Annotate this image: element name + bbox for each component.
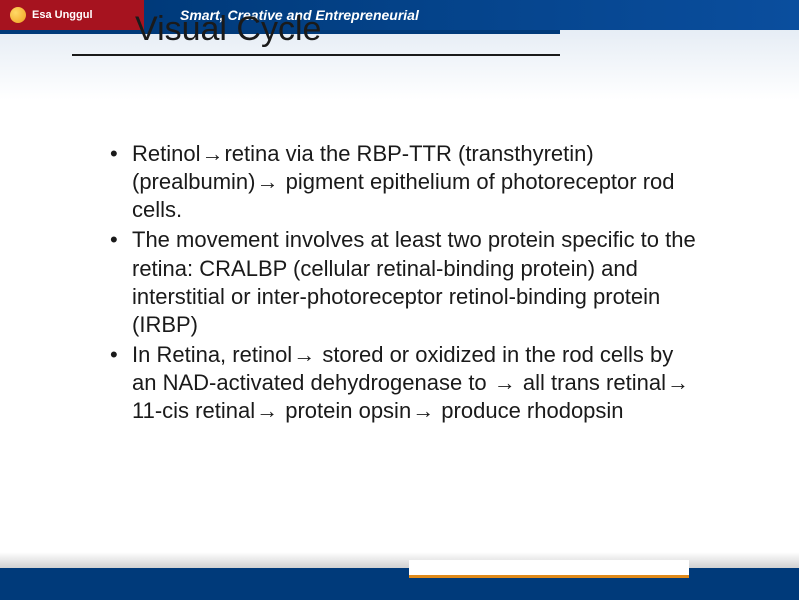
bullet-text: In Retina, retinol→ stored or oxidized i… [132,342,690,423]
brand-logo: Esa Unggul [0,7,150,23]
bullet-text: Retinol→retina via the RBP-TTR (transthy… [132,141,675,222]
bullet-list: Retinol→retina via the RBP-TTR (transthy… [110,140,700,426]
arrow-icon: → [255,397,279,425]
bullet-item: Retinol→retina via the RBP-TTR (transthy… [110,140,700,224]
slide: Esa Unggul Smart, Creative and Entrepren… [0,0,799,600]
arrow-icon: → [256,168,280,196]
bullet-item: The movement involves at least two prote… [110,226,700,339]
logo-icon [10,7,26,23]
footer [0,552,799,600]
footer-accent [409,575,689,578]
header-bar: Esa Unggul Smart, Creative and Entrepren… [0,0,799,30]
arrow-icon: → [200,140,224,168]
arrow-icon: → [666,369,690,397]
header-gradient [0,30,799,100]
footer-cutout [409,560,689,576]
slide-title: Visual Cycle [135,10,321,49]
arrow-icon: → [411,397,435,425]
bullet-text: The movement involves at least two prote… [132,227,696,336]
arrow-icon: → [493,369,517,397]
brand-name: Esa Unggul [32,9,93,21]
title-underline [72,54,560,56]
arrow-icon: → [292,341,316,369]
slide-content: Retinol→retina via the RBP-TTR (transthy… [110,140,700,428]
bullet-item: In Retina, retinol→ stored or oxidized i… [110,341,700,425]
